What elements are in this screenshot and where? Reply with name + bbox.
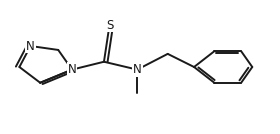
Text: N: N	[133, 63, 142, 76]
Text: S: S	[106, 18, 113, 31]
Text: N: N	[26, 40, 35, 53]
Text: N: N	[68, 63, 76, 76]
